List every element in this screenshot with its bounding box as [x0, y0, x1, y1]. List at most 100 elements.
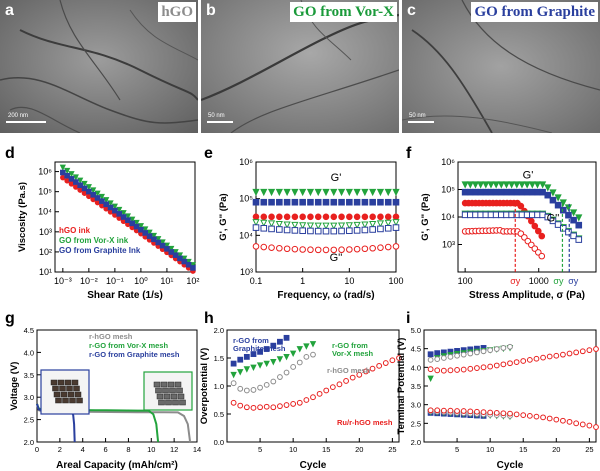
- panel-label-f: f: [406, 145, 412, 162]
- data-point-d-2-3: [73, 179, 79, 185]
- y-tick-label-g-4: 4.0: [24, 348, 34, 357]
- data-point-e-3-4: [283, 221, 291, 229]
- data-point-e-0-6: [299, 188, 307, 197]
- annotation-f-sigma-1: σy: [553, 276, 564, 286]
- data-point-d-1-15: [124, 213, 131, 220]
- data-point-e-3-12: [345, 222, 353, 230]
- data-point-h-2-11: [303, 353, 310, 360]
- x-tick-label-e-0: 0.1: [250, 276, 263, 286]
- data-point-e-4-6: [299, 227, 306, 235]
- data-point-e-0-17: [384, 188, 392, 197]
- x-tick-label-g-7: 14: [193, 445, 201, 454]
- scale-bar-b: [207, 121, 233, 123]
- inset-mesh-cell-g-0-1-2: [66, 385, 73, 392]
- panel-label-a: a: [5, 2, 14, 19]
- data-point-i-3-1: [434, 367, 441, 374]
- data-point-i-7-0: [427, 407, 434, 414]
- data-point-e-2-0: [252, 213, 260, 221]
- annotation-f-gprime: G': [523, 170, 534, 182]
- data-point-e-5-15: [369, 244, 376, 252]
- data-point-e-2-11: [338, 213, 345, 221]
- data-point-f-1-22: [575, 221, 583, 229]
- data-point-f-0-2: [471, 181, 480, 189]
- data-point-i-7-11: [500, 410, 507, 417]
- data-point-i-2-6: [467, 350, 474, 357]
- data-point-e-1-15: [369, 198, 376, 206]
- data-point-h-0-8: [283, 334, 290, 341]
- y-tick-label-e-1: 10⁴: [239, 230, 253, 240]
- y-tick-label-d-0: 10¹: [39, 267, 52, 277]
- data-point-f-0-7: [497, 181, 505, 189]
- data-point-h-1-5: [263, 360, 270, 368]
- data-point-f-0-14: [533, 181, 542, 189]
- data-point-i-7-17: [540, 414, 546, 421]
- data-point-f-1-17: [549, 196, 557, 204]
- data-point-i-3-17: [540, 354, 546, 361]
- data-point-e-2-13: [353, 213, 361, 221]
- scale-label-c: 50 nm: [409, 113, 426, 119]
- data-point-d-1-20: [146, 229, 153, 236]
- y-tick-label-d-5: 10⁶: [38, 167, 52, 177]
- data-point-i-7-20: [560, 417, 566, 424]
- data-point-e-2-14: [361, 213, 369, 221]
- data-point-i-7-6: [467, 408, 474, 415]
- data-point-d-1-3: [72, 174, 79, 181]
- y-tick-label-i-2: 3.0: [411, 401, 421, 410]
- y-tick-label-g-5: 4.5: [24, 326, 34, 335]
- data-point-e-1-6: [299, 198, 306, 206]
- data-point-e-1-9: [322, 198, 330, 206]
- data-point-h-1-3: [250, 364, 257, 372]
- inset-mesh-cell-g-1-1-1: [162, 387, 169, 394]
- y-tick-label-d-3: 10⁴: [38, 207, 52, 217]
- data-point-e-2-16: [377, 213, 384, 221]
- data-point-d-2-17: [133, 223, 140, 230]
- data-point-i-0-0: [427, 351, 434, 358]
- data-point-i-7-15: [526, 412, 533, 419]
- data-point-e-0-9: [322, 188, 330, 197]
- y-tick-label-d-2: 10³: [39, 227, 52, 237]
- data-point-d-2-15: [125, 217, 131, 223]
- data-point-e-3-2: [267, 220, 276, 228]
- data-point-e-4-12: [346, 227, 353, 235]
- data-point-e-0-18: [392, 188, 400, 197]
- data-point-f-0-15: [539, 181, 547, 189]
- data-point-h-2-1: [237, 385, 244, 392]
- data-point-e-4-8: [314, 227, 322, 235]
- data-point-e-0-0: [252, 188, 260, 197]
- data-point-h-3-16: [336, 381, 343, 388]
- data-point-e-1-0: [252, 198, 260, 206]
- legend-item-g-2: r-GO from Graphite mesh: [89, 350, 180, 359]
- tem-image-c: [402, 0, 600, 133]
- data-point-e-0-11: [337, 188, 346, 197]
- data-point-i-3-18: [546, 353, 553, 360]
- x-tick-label-f-0: 100: [458, 276, 473, 286]
- y-tick-label-e-0: 10³: [240, 267, 253, 277]
- data-point-i-7-4: [454, 408, 460, 414]
- data-point-i-7-8: [480, 409, 487, 416]
- data-point-e-4-15: [369, 226, 376, 233]
- data-point-d-2-12: [112, 207, 118, 214]
- data-point-e-5-13: [353, 245, 361, 253]
- data-point-f-4-22: [575, 236, 583, 243]
- data-point-e-2-10: [330, 213, 338, 221]
- data-point-d-1-5: [81, 180, 88, 188]
- data-point-h-0-6: [270, 342, 277, 349]
- data-point-d-1-7: [90, 187, 97, 194]
- data-point-e-5-5: [291, 245, 299, 253]
- data-point-i-3-14: [520, 358, 527, 364]
- data-point-h-0-1: [237, 356, 244, 363]
- data-point-i-7-19: [553, 416, 560, 423]
- data-point-h-2-6: [270, 378, 277, 385]
- data-point-i-2-0: [427, 356, 434, 363]
- data-point-h-3-15: [329, 384, 336, 391]
- data-point-e-1-13: [353, 198, 361, 206]
- y-tick-label-g-0: 2.0: [24, 438, 34, 447]
- tem-panel-a: a hGO 200 nm: [0, 0, 198, 133]
- data-point-e-4-4: [283, 226, 291, 234]
- data-point-e-0-10: [330, 188, 338, 197]
- y-tick-label-f-3: 10⁶: [441, 157, 455, 167]
- data-point-f-0-0: [461, 181, 469, 189]
- x-tick-label-g-1: 2: [58, 445, 62, 454]
- data-point-e-1-17: [384, 198, 392, 206]
- data-point-e-2-3: [276, 213, 283, 221]
